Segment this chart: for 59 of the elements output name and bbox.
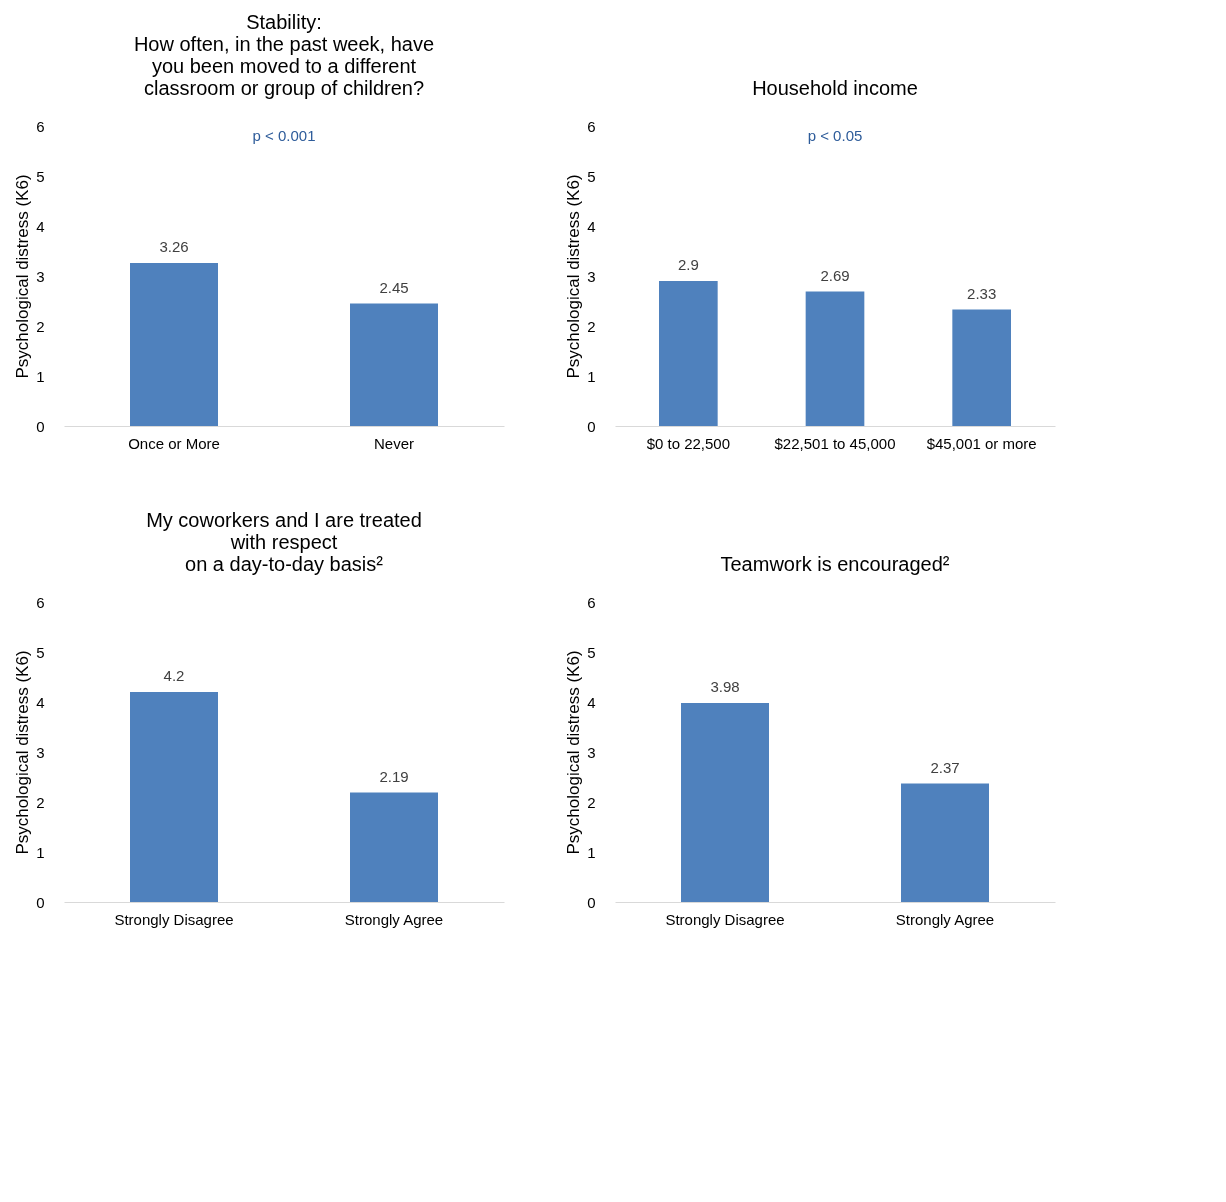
y-tick-label: 2 [587, 793, 596, 811]
x-tick-label: Strongly Agree [895, 910, 995, 928]
y-tick-label: 0 [36, 893, 45, 911]
data-label: 3.98 [710, 678, 740, 695]
data-label: 2.19 [379, 767, 409, 785]
data-label: 4.2 [163, 667, 185, 684]
data-label: 2.37 [930, 758, 960, 776]
chart-title: My coworkers and I are treated with respect on a day-to-day basis² [146, 509, 422, 575]
x-tick-label: Never [373, 434, 415, 452]
y-tick-label: 0 [587, 417, 596, 435]
y-tick-label: 3 [587, 267, 596, 285]
x-tick-label: $45,001 or more [926, 434, 1037, 452]
y-tick-label: 3 [36, 267, 45, 285]
x-tick-label: Strongly Agree [344, 910, 444, 928]
x-tick-label: Strongly Disagree [114, 910, 234, 928]
y-tick-label: 5 [587, 643, 596, 661]
bar [805, 291, 865, 426]
y-tick-label: 5 [587, 167, 596, 185]
data-label: 3.26 [159, 238, 189, 255]
y-tick-label: 4 [587, 217, 596, 235]
y-tick-label: 6 [36, 117, 45, 135]
y-tick-label: 3 [36, 743, 45, 761]
y-tick-label: 1 [587, 843, 596, 861]
annotation: p < 0.001 [252, 127, 316, 144]
y-tick-label: 2 [587, 317, 596, 335]
y-tick-label: 4 [587, 693, 596, 711]
y-tick-label: 6 [36, 593, 45, 611]
x-tick-label: Strongly Disagree [665, 910, 785, 928]
y-tick-label: 6 [587, 117, 596, 135]
y-tick-label: 4 [36, 217, 45, 235]
y-axis-title: Psychological distress (K6) [13, 174, 33, 379]
data-label: 2.33 [967, 284, 997, 302]
y-axis-title: Psychological distress (K6) [13, 650, 33, 855]
y-axis-title: Psychological distress (K6) [564, 174, 584, 379]
y-tick-label: 2 [36, 317, 45, 335]
y-tick-label: 6 [587, 593, 596, 611]
y-tick-label: 5 [36, 643, 45, 661]
bar [659, 281, 718, 426]
annotation: p < 0.05 [807, 127, 863, 144]
x-tick-label: $0 to 22,500 [646, 434, 731, 452]
y-tick-label: 0 [36, 417, 45, 435]
y-tick-label: 4 [36, 693, 45, 711]
data-label: 2.69 [820, 266, 850, 284]
y-tick-label: 5 [36, 167, 45, 185]
y-tick-label: 0 [587, 893, 596, 911]
chart-title: Teamwork is encouraged² [720, 553, 950, 575]
x-tick-label: $22,501 to 45,000 [774, 434, 896, 452]
data-label: 2.45 [379, 278, 409, 296]
y-tick-label: 2 [36, 793, 45, 811]
bar [952, 309, 1011, 426]
chart-title: Household income [752, 77, 918, 99]
data-label: 2.9 [677, 256, 699, 273]
y-tick-label: 1 [36, 843, 45, 861]
y-tick-label: 3 [587, 743, 596, 761]
y-axis-title: Psychological distress (K6) [564, 650, 584, 855]
y-tick-label: 1 [36, 367, 45, 385]
chart-title: Stability: How often, in the past week, have you been moved to a different classroom or group of children? [133, 11, 435, 99]
y-tick-label: 1 [587, 367, 596, 385]
x-tick-label: Once or More [128, 434, 220, 452]
